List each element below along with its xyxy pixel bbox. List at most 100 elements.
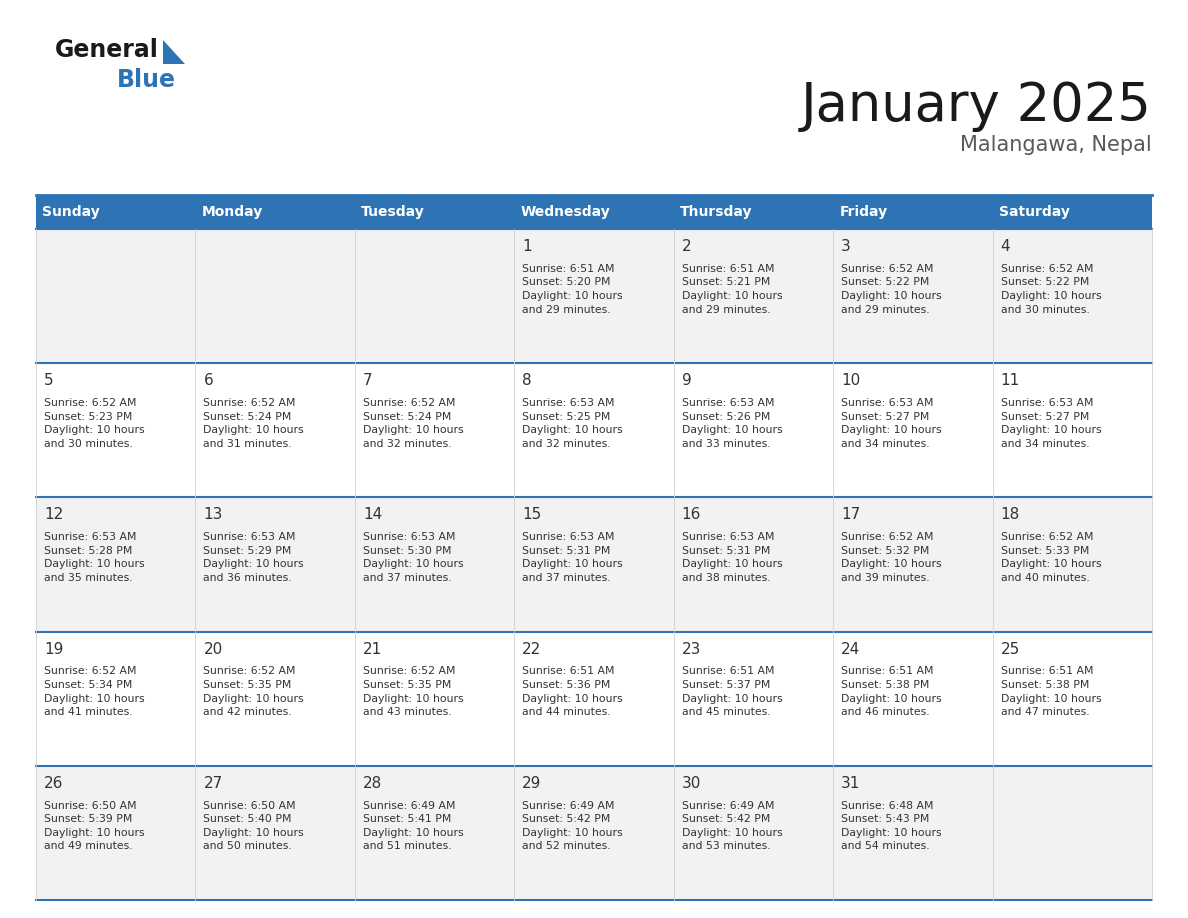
Text: 21: 21 (362, 642, 383, 656)
Text: 8: 8 (523, 374, 532, 388)
Text: Sunrise: 6:52 AM
Sunset: 5:35 PM
Daylight: 10 hours
and 42 minutes.: Sunrise: 6:52 AM Sunset: 5:35 PM Dayligh… (203, 666, 304, 717)
Text: Wednesday: Wednesday (520, 205, 611, 219)
Bar (36, 229, 196, 364)
Text: Monday: Monday (202, 205, 263, 219)
Text: Sunrise: 6:53 AM
Sunset: 5:27 PM
Daylight: 10 hours
and 34 minutes.: Sunrise: 6:53 AM Sunset: 5:27 PM Dayligh… (841, 398, 942, 449)
Text: 25: 25 (1000, 642, 1019, 656)
Bar (833, 632, 992, 766)
Bar (355, 364, 514, 498)
Bar (36, 195, 196, 229)
Bar (514, 364, 674, 498)
Text: 26: 26 (44, 776, 63, 790)
Text: 5: 5 (44, 374, 53, 388)
Bar (674, 632, 833, 766)
Text: Thursday: Thursday (680, 205, 752, 219)
Bar (36, 364, 196, 498)
Text: Sunrise: 6:52 AM
Sunset: 5:22 PM
Daylight: 10 hours
and 30 minutes.: Sunrise: 6:52 AM Sunset: 5:22 PM Dayligh… (1000, 263, 1101, 315)
Text: Sunrise: 6:49 AM
Sunset: 5:42 PM
Daylight: 10 hours
and 52 minutes.: Sunrise: 6:49 AM Sunset: 5:42 PM Dayligh… (523, 800, 623, 852)
Bar (674, 766, 833, 900)
Bar (355, 632, 514, 766)
Text: 27: 27 (203, 776, 222, 790)
Text: Malangawa, Nepal: Malangawa, Nepal (960, 135, 1152, 155)
Text: 13: 13 (203, 508, 223, 522)
Text: Sunrise: 6:51 AM
Sunset: 5:21 PM
Daylight: 10 hours
and 29 minutes.: Sunrise: 6:51 AM Sunset: 5:21 PM Dayligh… (682, 263, 783, 315)
Text: Sunrise: 6:53 AM
Sunset: 5:28 PM
Daylight: 10 hours
and 35 minutes.: Sunrise: 6:53 AM Sunset: 5:28 PM Dayligh… (44, 532, 145, 583)
Text: Sunrise: 6:52 AM
Sunset: 5:23 PM
Daylight: 10 hours
and 30 minutes.: Sunrise: 6:52 AM Sunset: 5:23 PM Dayligh… (44, 398, 145, 449)
Text: Sunrise: 6:52 AM
Sunset: 5:32 PM
Daylight: 10 hours
and 39 minutes.: Sunrise: 6:52 AM Sunset: 5:32 PM Dayligh… (841, 532, 942, 583)
Bar (992, 229, 1152, 364)
Text: Sunrise: 6:52 AM
Sunset: 5:24 PM
Daylight: 10 hours
and 32 minutes.: Sunrise: 6:52 AM Sunset: 5:24 PM Dayligh… (362, 398, 463, 449)
Bar (196, 632, 355, 766)
Bar (196, 766, 355, 900)
Bar (992, 195, 1152, 229)
Text: Blue: Blue (116, 68, 176, 92)
Text: Saturday: Saturday (999, 205, 1070, 219)
Bar (992, 766, 1152, 900)
Text: 23: 23 (682, 642, 701, 656)
Text: 1: 1 (523, 239, 532, 254)
Bar (514, 229, 674, 364)
Bar (355, 195, 514, 229)
Bar (196, 364, 355, 498)
Text: 22: 22 (523, 642, 542, 656)
Text: 11: 11 (1000, 374, 1019, 388)
Bar (992, 364, 1152, 498)
Text: General: General (55, 38, 159, 62)
Bar (992, 632, 1152, 766)
Text: Sunrise: 6:51 AM
Sunset: 5:36 PM
Daylight: 10 hours
and 44 minutes.: Sunrise: 6:51 AM Sunset: 5:36 PM Dayligh… (523, 666, 623, 717)
Text: Sunrise: 6:53 AM
Sunset: 5:30 PM
Daylight: 10 hours
and 37 minutes.: Sunrise: 6:53 AM Sunset: 5:30 PM Dayligh… (362, 532, 463, 583)
Bar (674, 498, 833, 632)
Text: Tuesday: Tuesday (361, 205, 425, 219)
Text: January 2025: January 2025 (801, 80, 1152, 132)
Text: 18: 18 (1000, 508, 1019, 522)
Bar (833, 364, 992, 498)
Text: Sunrise: 6:52 AM
Sunset: 5:22 PM
Daylight: 10 hours
and 29 minutes.: Sunrise: 6:52 AM Sunset: 5:22 PM Dayligh… (841, 263, 942, 315)
Bar (514, 195, 674, 229)
Text: 7: 7 (362, 374, 373, 388)
Text: Sunrise: 6:48 AM
Sunset: 5:43 PM
Daylight: 10 hours
and 54 minutes.: Sunrise: 6:48 AM Sunset: 5:43 PM Dayligh… (841, 800, 942, 852)
Text: Sunrise: 6:53 AM
Sunset: 5:29 PM
Daylight: 10 hours
and 36 minutes.: Sunrise: 6:53 AM Sunset: 5:29 PM Dayligh… (203, 532, 304, 583)
Text: Sunrise: 6:53 AM
Sunset: 5:26 PM
Daylight: 10 hours
and 33 minutes.: Sunrise: 6:53 AM Sunset: 5:26 PM Dayligh… (682, 398, 783, 449)
Text: Sunrise: 6:49 AM
Sunset: 5:42 PM
Daylight: 10 hours
and 53 minutes.: Sunrise: 6:49 AM Sunset: 5:42 PM Dayligh… (682, 800, 783, 852)
Bar (514, 632, 674, 766)
Text: 4: 4 (1000, 239, 1010, 254)
Text: Sunrise: 6:53 AM
Sunset: 5:31 PM
Daylight: 10 hours
and 37 minutes.: Sunrise: 6:53 AM Sunset: 5:31 PM Dayligh… (523, 532, 623, 583)
Bar (355, 766, 514, 900)
Bar (992, 498, 1152, 632)
Bar (514, 498, 674, 632)
Bar (833, 195, 992, 229)
Bar (833, 229, 992, 364)
Bar (196, 229, 355, 364)
Text: Sunrise: 6:53 AM
Sunset: 5:27 PM
Daylight: 10 hours
and 34 minutes.: Sunrise: 6:53 AM Sunset: 5:27 PM Dayligh… (1000, 398, 1101, 449)
Text: 10: 10 (841, 374, 860, 388)
Text: 2: 2 (682, 239, 691, 254)
Text: 15: 15 (523, 508, 542, 522)
Text: 17: 17 (841, 508, 860, 522)
Text: Sunrise: 6:51 AM
Sunset: 5:38 PM
Daylight: 10 hours
and 47 minutes.: Sunrise: 6:51 AM Sunset: 5:38 PM Dayligh… (1000, 666, 1101, 717)
Bar (196, 195, 355, 229)
Text: 30: 30 (682, 776, 701, 790)
Text: 20: 20 (203, 642, 222, 656)
Text: 29: 29 (523, 776, 542, 790)
Text: Sunrise: 6:51 AM
Sunset: 5:37 PM
Daylight: 10 hours
and 45 minutes.: Sunrise: 6:51 AM Sunset: 5:37 PM Dayligh… (682, 666, 783, 717)
Text: Sunrise: 6:52 AM
Sunset: 5:24 PM
Daylight: 10 hours
and 31 minutes.: Sunrise: 6:52 AM Sunset: 5:24 PM Dayligh… (203, 398, 304, 449)
Text: 19: 19 (44, 642, 63, 656)
Text: Sunrise: 6:52 AM
Sunset: 5:35 PM
Daylight: 10 hours
and 43 minutes.: Sunrise: 6:52 AM Sunset: 5:35 PM Dayligh… (362, 666, 463, 717)
Text: 16: 16 (682, 508, 701, 522)
Text: Sunrise: 6:50 AM
Sunset: 5:39 PM
Daylight: 10 hours
and 49 minutes.: Sunrise: 6:50 AM Sunset: 5:39 PM Dayligh… (44, 800, 145, 852)
Text: 31: 31 (841, 776, 860, 790)
Bar (514, 766, 674, 900)
Text: Sunrise: 6:50 AM
Sunset: 5:40 PM
Daylight: 10 hours
and 50 minutes.: Sunrise: 6:50 AM Sunset: 5:40 PM Dayligh… (203, 800, 304, 852)
Text: Friday: Friday (840, 205, 887, 219)
Text: 24: 24 (841, 642, 860, 656)
Text: Sunrise: 6:53 AM
Sunset: 5:25 PM
Daylight: 10 hours
and 32 minutes.: Sunrise: 6:53 AM Sunset: 5:25 PM Dayligh… (523, 398, 623, 449)
Text: 6: 6 (203, 374, 213, 388)
Bar (355, 229, 514, 364)
Bar (674, 229, 833, 364)
Text: 14: 14 (362, 508, 383, 522)
Bar (36, 632, 196, 766)
Bar (833, 766, 992, 900)
Text: Sunrise: 6:52 AM
Sunset: 5:34 PM
Daylight: 10 hours
and 41 minutes.: Sunrise: 6:52 AM Sunset: 5:34 PM Dayligh… (44, 666, 145, 717)
Text: Sunrise: 6:51 AM
Sunset: 5:38 PM
Daylight: 10 hours
and 46 minutes.: Sunrise: 6:51 AM Sunset: 5:38 PM Dayligh… (841, 666, 942, 717)
Text: 9: 9 (682, 374, 691, 388)
